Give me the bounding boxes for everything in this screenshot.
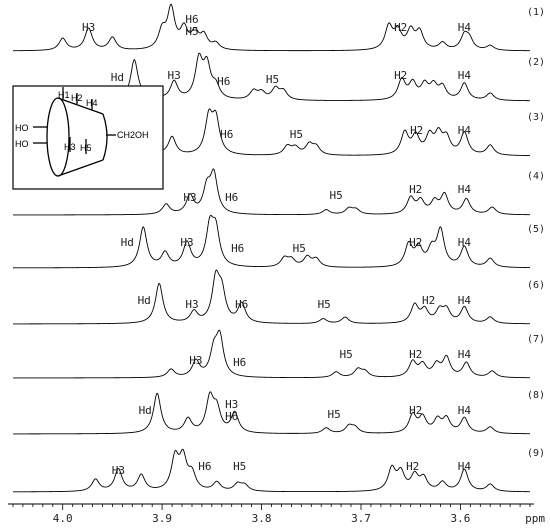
peak-label: H5 [293, 242, 306, 255]
peak-label: H3 [185, 298, 198, 311]
spectrum-6: Hd H3 H6 H5 H2 H4 (6) [13, 269, 545, 325]
peak-label: H6 [235, 298, 248, 311]
spectra-layer: H3H6H5H2H4(1)HdH3H6H5H2H4(2)H3H6H5H2H4(3… [12, 3, 545, 493]
peak-label: H3 [183, 191, 196, 204]
x-tick-label: 3.6 [450, 512, 470, 525]
spectrum-7: H3 H6 H5 H2 H4 (7) [13, 329, 545, 379]
spectrum-9: H3 H6 H5 H2 H4 (9) [13, 448, 545, 493]
peak-label: H2 [410, 124, 423, 137]
peak-label: H5 [329, 189, 342, 202]
peak-label: H2 [409, 348, 422, 361]
peak-label: H4 [458, 460, 472, 473]
inset-label-ho-upper: HO [15, 123, 29, 133]
inset-label-h1: H1 [58, 90, 70, 100]
peak-label: H4 [458, 404, 472, 417]
inset-label-h4: H4 [86, 98, 98, 108]
spectrum-index-label: (1) [527, 7, 545, 18]
peak-label: H5 [339, 348, 352, 361]
peak-label: H4 [458, 69, 472, 82]
inset-label-h5: H5 [80, 143, 92, 153]
spectrum-trace [13, 391, 530, 435]
peak-label: H2 [394, 69, 407, 82]
spectrum-trace [13, 329, 531, 379]
peak-label: H5 [290, 128, 303, 141]
spectrum-trace [13, 448, 530, 493]
spectrum-index-label: (8) [527, 390, 545, 401]
peak-label: H4 [458, 348, 472, 361]
spectrum-trace [13, 269, 531, 325]
peak-label: H2 [409, 404, 422, 417]
peak-label: H4 [458, 124, 472, 137]
peak-label: H6 [220, 128, 233, 141]
peak-label: H4 [458, 236, 472, 249]
spectrum-index-label: (3) [527, 112, 545, 123]
peak-label: H6 [185, 13, 198, 26]
spectrum-index-label: (6) [527, 280, 545, 291]
spectrum-trace [12, 3, 530, 52]
peak-label: H2 [422, 294, 435, 307]
x-axis: 4.0 3.9 3.8 3.7 3.6 ppm [8, 503, 545, 525]
spectrum-2: Hd H3 H6 H5 H2 H4 (2) [13, 52, 545, 102]
peak-label: Hd [138, 294, 151, 307]
spectrum-5: Hd H3 H6 H5 H2 H4 (5) [13, 214, 545, 269]
inset-label-ch2oh: CH2OH [117, 130, 149, 140]
spectrum-trace [13, 214, 531, 269]
spectrum-index-label: (5) [527, 224, 545, 235]
cone-narrow-end [102, 113, 108, 161]
peak-label: H3 [180, 236, 193, 249]
peak-label: H3 [112, 464, 125, 477]
cone-bottom-edge [57, 159, 104, 177]
x-tick-label: 3.8 [252, 512, 272, 525]
peak-label: H3 [82, 21, 95, 34]
peak-label: H2 [394, 21, 407, 34]
spectrum-index-label: (4) [527, 171, 545, 182]
peak-label: H5 [318, 298, 331, 311]
peak-label: H2 [409, 183, 422, 196]
peak-label: H4 [458, 183, 472, 196]
peak-label: H3 [167, 69, 180, 82]
peak-label: H5 [185, 25, 198, 38]
peak-label: Hd [111, 71, 124, 84]
spectrum-index-label: (9) [527, 448, 545, 459]
peak-label: H6 [231, 242, 244, 255]
structure-inset: H1 H2 H4 H3 H5 HO HO CH2OH [12, 85, 164, 190]
peak-label: H3 [225, 398, 238, 411]
peak-label: Hd [121, 236, 134, 249]
peak-label: H4 [458, 21, 472, 34]
spectrum-index-label: (2) [527, 57, 545, 68]
peak-label: H6 [225, 191, 238, 204]
peak-label: H3 [189, 354, 202, 367]
peak-label: H5 [233, 460, 246, 473]
x-tick-label: 4.0 [53, 512, 73, 525]
x-axis-unit-label: ppm [525, 512, 545, 525]
peak-label: H5 [327, 408, 340, 421]
inset-label-h3: H3 [64, 142, 76, 152]
cone-top-edge [57, 97, 104, 115]
spectrum-index-label: (7) [527, 334, 545, 345]
inset-frame [12, 85, 164, 190]
peak-label: H2 [406, 460, 419, 473]
peak-label: H6 [225, 410, 238, 423]
inset-label-ho-lower: HO [15, 139, 29, 149]
peak-label: H6 [198, 460, 211, 473]
peak-label: H5 [266, 73, 279, 86]
x-tick-label: 3.9 [152, 512, 172, 525]
x-tick-label: 3.7 [351, 512, 371, 525]
spectrum-4: H3 H6 H5 H2 H4 (4) [13, 168, 545, 216]
peak-label: H6 [233, 356, 246, 369]
spectrum-trace [13, 168, 531, 216]
peak-label: H6 [217, 75, 230, 88]
peak-label: H2 [409, 236, 422, 249]
peak-label: Hd [139, 404, 152, 417]
inset-label-h2: H2 [71, 93, 83, 103]
peak-label: H4 [458, 294, 472, 307]
